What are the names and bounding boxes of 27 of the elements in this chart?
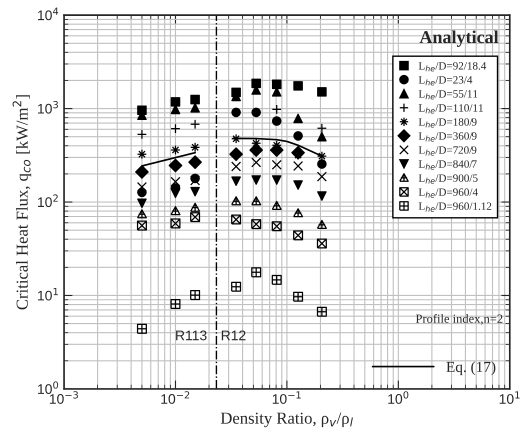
x-tick-label: 10$^{−2}$ [161,391,190,404]
legend-title: Analytical [420,30,498,47]
legend-label: L$_{he}$/D=720/9 [418,146,476,156]
x-tick-label: 10$^{1}$ [500,391,520,404]
legend-label: L$_{he}$/D=55/11 [418,90,478,100]
legend-label: L$_{he}$/D=840/7 [418,160,477,170]
legend-label: L$_{he}$/D=110/11 [418,104,483,114]
legend-label: L$_{he}$/D=23/4 [418,76,472,86]
annotation: R12 [222,330,246,340]
y-tick-label: 10$^{0}$ [38,381,58,394]
legend-label: L$_{he}$/D=960/1.12 [418,202,492,212]
legend-label: L$_{he}$/D=92/18.4 [418,62,486,72]
y-tick-label: 10$^{4}$ [38,8,58,20]
x-axis-title: Density Ratio, ρ$_{v}$/ρ$_{l}$ [220,412,353,428]
x-tick-label: 10$^{−1}$ [272,391,301,404]
legend-label: L$_{he}$/D=360/9 [418,132,477,142]
legend-label: L$_{he}$/D=180/9 [418,118,477,128]
y-tick-label: 10$^{2}$ [38,194,58,208]
annotation: R113 [176,330,207,340]
legend-label: L$_{he}$/D=960/4 [418,188,478,198]
x-tick-label: 10$^{0}$ [388,391,408,404]
legend-label: Eq. (17) [446,361,496,376]
annotation: Profile index,n=2 [416,314,502,325]
y-tick-label: 10$^{3}$ [38,100,58,114]
y-tick-label: 10$^{1}$ [38,288,58,301]
legend-label: L$_{he}$/D=900/5 [418,174,478,184]
y-axis-title: Critical Heat Flux, q$_{co}$ [kW/m$^{2}$] [12,95,32,310]
